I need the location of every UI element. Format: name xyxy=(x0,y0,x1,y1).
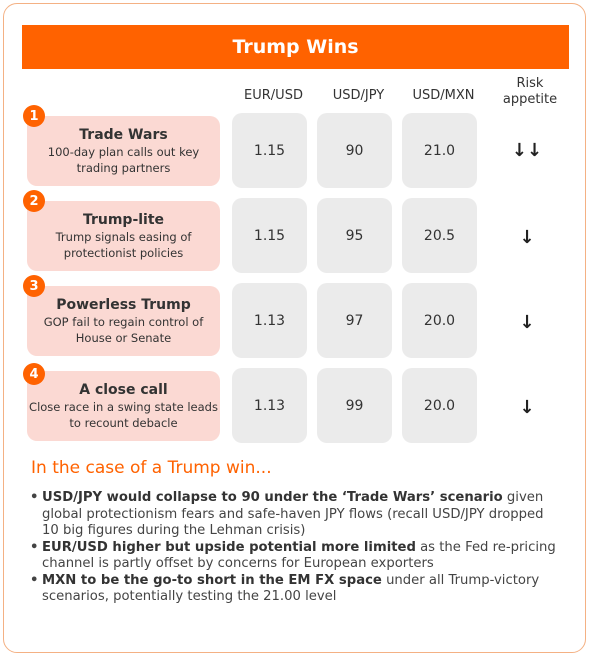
bullet-bold: USD/JPY would collapse to 90 under the ‘… xyxy=(42,490,503,505)
usdmxn-value: 20.5 xyxy=(402,198,477,273)
scenario-title: Trade Wars xyxy=(79,127,168,143)
col-header-usdjpy: USD/JPY xyxy=(332,88,385,103)
scenario-number-badge: 1 xyxy=(23,105,45,127)
usdjpy-value: 97 xyxy=(317,283,392,358)
bullet-text: given global protectionism fears and saf… xyxy=(42,490,544,538)
scenario-title: Powerless Trump xyxy=(56,297,191,313)
scenario-desc: Trump signals easing of protectionist po… xyxy=(55,230,192,260)
scenario-number-badge: 2 xyxy=(23,190,45,212)
scenario-1: Trade Wars 100-day plan calls out key tr… xyxy=(27,116,220,186)
risk-down-arrow-icon: ↓ xyxy=(519,227,535,248)
usdmxn-value: 20.0 xyxy=(402,283,477,358)
scenario-number-badge: 3 xyxy=(23,275,45,297)
scenario-title: A close call xyxy=(79,382,168,398)
usdjpy-value: 95 xyxy=(317,198,392,273)
eurusd-value: 1.15 xyxy=(232,198,307,273)
risk-down-arrow-icon: ↓↓ xyxy=(511,140,543,161)
usdjpy-value: 90 xyxy=(317,113,392,188)
scenario-3: Powerless Trump GOP fail to regain contr… xyxy=(27,286,220,356)
col-header-usdmxn: USD/MXN xyxy=(412,88,475,103)
usdjpy-value: 99 xyxy=(317,368,392,443)
eurusd-value: 1.13 xyxy=(232,283,307,358)
bullet-text: under all Trump-victory scenarios, poten… xyxy=(42,572,540,605)
scenario-2: Trump-lite Trump signals easing of prote… xyxy=(27,201,220,271)
scenario-title: Trump-lite xyxy=(82,212,165,228)
scenario-desc: 100-day plan calls out key trading partn… xyxy=(47,145,200,175)
col-header-risk: Risk appetite xyxy=(502,76,558,107)
bullet-text: as the Fed re-pricing channel is partly … xyxy=(42,539,556,572)
scenario-4: A close call Close race in a swing state… xyxy=(27,371,220,441)
risk-down-arrow-icon: ↓ xyxy=(519,397,535,418)
eurusd-value: 1.13 xyxy=(232,368,307,443)
bullet-item: USD/JPY would collapse to 90 under the ‘… xyxy=(30,490,560,540)
usdmxn-value: 20.0 xyxy=(402,368,477,443)
scenario-desc: Close race in a swing state leads to rec… xyxy=(29,400,218,430)
bullet-bold: MXN to be the go-to short in the EM FX s… xyxy=(42,572,382,588)
bullet-item: MXN to be the go-to short in the EM FX s… xyxy=(30,573,560,606)
bullet-bold: EUR/USD higher but upside potential more… xyxy=(42,539,416,555)
section-subtitle: In the case of a Trump win... xyxy=(31,458,272,478)
bullet-item: EUR/USD higher but upside potential more… xyxy=(30,540,560,573)
card-title: Trump Wins xyxy=(22,25,569,69)
scenario-desc: GOP fail to regain control of House or S… xyxy=(43,315,204,345)
col-header-eurusd: EUR/USD xyxy=(244,88,303,103)
scenario-number-badge: 4 xyxy=(23,363,45,385)
usdmxn-value: 21.0 xyxy=(402,113,477,188)
risk-down-arrow-icon: ↓ xyxy=(519,312,535,333)
eurusd-value: 1.15 xyxy=(232,113,307,188)
bullet-list: USD/JPY would collapse to 90 under the ‘… xyxy=(30,490,560,606)
scenario-card xyxy=(3,3,586,653)
